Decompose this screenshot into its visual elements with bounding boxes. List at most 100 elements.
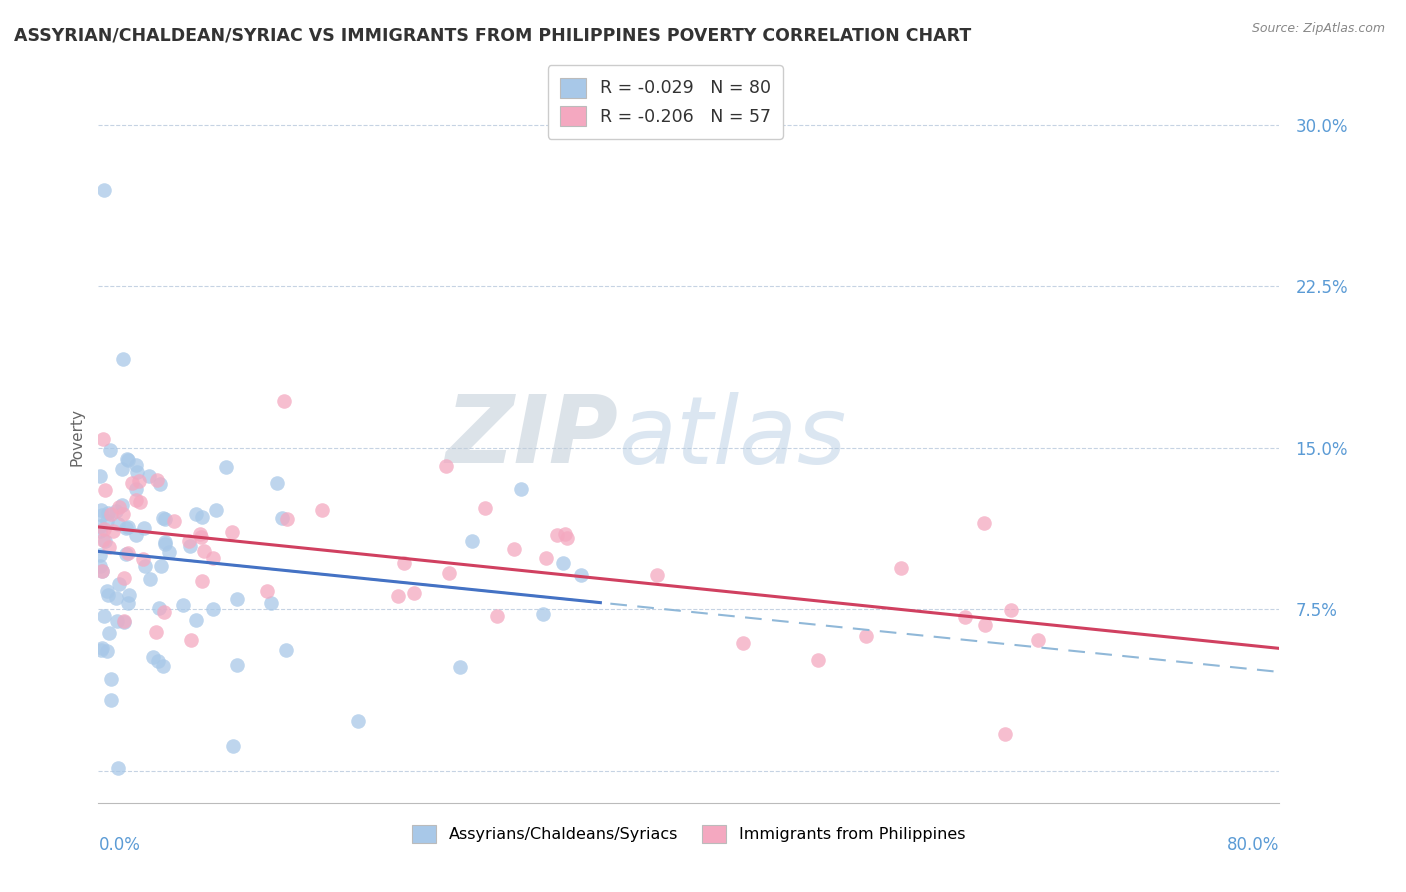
- Point: [273, 394, 295, 409]
- Point: [546, 527, 568, 541]
- Point: [117, 546, 139, 560]
- Text: ASSYRIAN/CHALDEAN/SYRIAC VS IMMIGRANTS FROM PHILIPPINES POVERTY CORRELATION CHAR: ASSYRIAN/CHALDEAN/SYRIAC VS IMMIGRANTS F…: [14, 27, 972, 45]
- Point: [180, 633, 202, 648]
- Point: [225, 658, 247, 673]
- Point: [142, 650, 165, 665]
- Point: [100, 693, 122, 707]
- Point: [94, 533, 117, 548]
- Point: [98, 443, 121, 458]
- Point: [188, 527, 211, 541]
- Point: [89, 468, 111, 483]
- Point: [569, 568, 592, 582]
- Point: [90, 503, 112, 517]
- Point: [190, 530, 212, 544]
- Point: [111, 508, 134, 522]
- Point: [100, 507, 122, 521]
- Point: [190, 510, 212, 524]
- Point: [510, 483, 533, 497]
- Legend: Assyrians/Chaldeans/Syriacs, Immigrants from Philippines: Assyrians/Chaldeans/Syriacs, Immigrants …: [406, 819, 972, 850]
- Point: [222, 739, 245, 753]
- Point: [139, 572, 162, 586]
- Point: [555, 532, 578, 546]
- Point: [502, 542, 524, 557]
- Point: [215, 460, 238, 475]
- Point: [266, 475, 288, 490]
- Point: [101, 524, 124, 539]
- Point: [121, 476, 143, 491]
- Point: [118, 588, 141, 602]
- Point: [132, 552, 155, 566]
- Point: [91, 432, 114, 446]
- Point: [134, 559, 156, 574]
- Y-axis label: Poverty: Poverty: [69, 408, 84, 467]
- Point: [117, 452, 139, 467]
- Point: [221, 525, 243, 540]
- Point: [145, 625, 167, 640]
- Point: [105, 614, 128, 628]
- Point: [89, 519, 111, 533]
- Point: [387, 590, 409, 604]
- Point: [117, 519, 139, 533]
- Point: [973, 618, 995, 632]
- Point: [1026, 633, 1049, 648]
- Point: [115, 547, 138, 561]
- Point: [153, 511, 176, 525]
- Point: [205, 503, 228, 517]
- Point: [184, 507, 207, 521]
- Point: [96, 514, 118, 528]
- Point: [112, 615, 135, 629]
- Point: [112, 351, 135, 366]
- Point: [125, 528, 148, 542]
- Point: [474, 501, 496, 516]
- Point: [100, 672, 122, 686]
- Point: [172, 598, 194, 612]
- Point: [148, 601, 170, 615]
- Point: [96, 583, 118, 598]
- Point: [152, 511, 174, 525]
- Point: [97, 506, 120, 520]
- Point: [91, 533, 114, 547]
- Point: [149, 559, 172, 574]
- Point: [163, 514, 186, 528]
- Text: ZIP: ZIP: [446, 391, 619, 483]
- Point: [434, 459, 457, 474]
- Point: [89, 558, 111, 573]
- Point: [155, 537, 177, 551]
- Point: [107, 761, 129, 775]
- Point: [157, 544, 180, 558]
- Point: [276, 511, 298, 525]
- Point: [104, 504, 127, 518]
- Point: [117, 453, 139, 467]
- Point: [98, 540, 121, 554]
- Point: [394, 557, 416, 571]
- Point: [184, 613, 207, 627]
- Point: [107, 516, 129, 531]
- Point: [91, 641, 114, 656]
- Point: [96, 643, 118, 657]
- Point: [534, 550, 557, 565]
- Point: [149, 476, 172, 491]
- Point: [125, 465, 148, 479]
- Point: [91, 564, 114, 578]
- Point: [486, 608, 509, 623]
- Point: [645, 567, 668, 582]
- Text: atlas: atlas: [619, 392, 846, 483]
- Point: [225, 591, 247, 606]
- Point: [125, 483, 148, 497]
- Point: [855, 629, 877, 643]
- Point: [93, 183, 115, 197]
- Point: [973, 516, 995, 530]
- Point: [256, 584, 278, 599]
- Point: [129, 495, 152, 509]
- Point: [531, 607, 554, 622]
- Point: [260, 596, 283, 610]
- Point: [437, 566, 460, 580]
- Point: [179, 539, 201, 553]
- Point: [107, 500, 129, 514]
- Point: [138, 468, 160, 483]
- Point: [93, 522, 115, 536]
- Point: [145, 473, 167, 487]
- Point: [191, 574, 214, 588]
- Point: [97, 588, 120, 602]
- Point: [90, 643, 112, 657]
